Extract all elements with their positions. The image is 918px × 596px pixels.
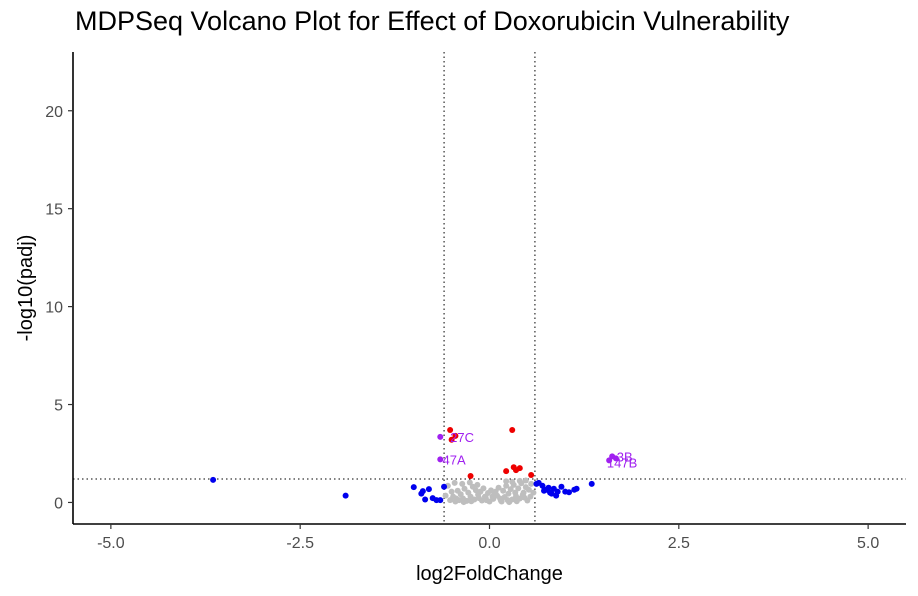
data-point-not_significant: [475, 495, 482, 502]
y-tick-label: 5: [54, 398, 63, 415]
data-point-significant_padj: [539, 482, 546, 489]
data-point-significant_fc: [528, 472, 535, 479]
data-point-significant_fc: [516, 465, 523, 472]
data-point-significant_fc: [447, 426, 454, 433]
data-point-significant_padj: [419, 488, 426, 495]
data-point-not_significant: [495, 484, 502, 491]
point-label: 147B: [607, 455, 637, 470]
data-point-not_significant: [466, 479, 473, 486]
data-point-significant_padj: [548, 490, 555, 497]
data-point-not_significant: [472, 487, 479, 494]
data-point-not_significant: [528, 480, 535, 487]
x-tick-label: -2.5: [286, 535, 314, 552]
data-point-not_significant: [505, 490, 512, 497]
data-point-not_significant: [448, 488, 455, 495]
data-point-not_significant: [504, 497, 511, 504]
data-point-not_significant: [513, 498, 520, 505]
data-point-significant_padj: [558, 483, 565, 490]
data-point-significant_fc: [448, 436, 455, 443]
data-point-not_significant: [483, 497, 490, 504]
data-point-not_significant: [480, 485, 487, 492]
data-point-significant_padj: [566, 489, 573, 496]
data-point-not_significant: [468, 498, 475, 505]
data-point-labeled: [437, 456, 444, 463]
data-point-not_significant: [515, 485, 522, 492]
data-point-not_significant: [503, 482, 510, 489]
y-tick-label: 15: [45, 202, 63, 219]
data-point-not_significant: [516, 477, 523, 484]
data-point-not_significant: [461, 485, 468, 492]
data-point-not_significant: [465, 489, 472, 496]
data-point-not_significant: [457, 491, 464, 498]
data-point-significant_padj: [441, 483, 448, 490]
point-label: 3B: [617, 449, 633, 464]
point-label: 47A: [443, 452, 466, 467]
y-tick-label: 0: [54, 495, 63, 512]
data-point-not_significant: [497, 495, 504, 502]
x-tick-label: -5.0: [97, 535, 125, 552]
point-label: 27C: [450, 430, 474, 445]
data-point-not_significant: [525, 486, 532, 493]
x-tick-label: 2.5: [668, 535, 690, 552]
data-point-not_significant: [442, 492, 449, 499]
data-point-not_significant: [489, 493, 496, 500]
data-point-significant_padj: [342, 492, 349, 499]
data-point-not_significant: [460, 499, 467, 506]
data-point-significant_padj: [425, 486, 432, 493]
data-point-significant_padj: [210, 476, 217, 483]
data-point-not_significant: [474, 481, 481, 488]
y-axis-label: -log10(padj): [15, 235, 37, 342]
data-point-significant_padj: [543, 486, 550, 493]
data-point-significant_padj: [437, 497, 444, 504]
data-point-significant_fc: [509, 426, 516, 433]
data-point-not_significant: [512, 489, 519, 496]
data-point-not_significant: [500, 487, 507, 494]
y-tick-label: 20: [45, 104, 63, 121]
x-axis-label: log2FoldChange: [416, 563, 563, 585]
data-point-significant_padj: [588, 480, 595, 487]
x-tick-label: 5.0: [857, 535, 879, 552]
data-point-significant_padj: [410, 484, 417, 491]
data-point-not_significant: [459, 480, 466, 487]
chart-title: MDPSeq Volcano Plot for Effect of Doxoru…: [75, 6, 790, 36]
x-tick-label: 0.0: [478, 535, 500, 552]
data-point-significant_fc: [467, 473, 474, 480]
data-point-significant_padj: [554, 488, 561, 495]
data-point-not_significant: [488, 487, 495, 494]
data-point-significant_fc: [452, 432, 459, 439]
data-point-not_significant: [530, 489, 537, 496]
data-point-significant_fc: [503, 468, 510, 475]
data-point-not_significant: [522, 477, 529, 484]
y-tick-label: 10: [45, 300, 63, 317]
data-point-not_significant: [519, 491, 526, 498]
data-point-significant_padj: [573, 485, 580, 492]
data-point-not_significant: [509, 478, 516, 485]
data-point-labeled: [437, 433, 444, 440]
data-point-labeled: [612, 455, 619, 462]
data-point-not_significant: [447, 497, 454, 504]
data-point-significant_padj: [422, 496, 429, 503]
data-point-not_significant: [453, 495, 460, 502]
data-point-not_significant: [451, 479, 458, 486]
data-point-not_significant: [503, 478, 510, 485]
data-point-not_significant: [507, 486, 514, 493]
